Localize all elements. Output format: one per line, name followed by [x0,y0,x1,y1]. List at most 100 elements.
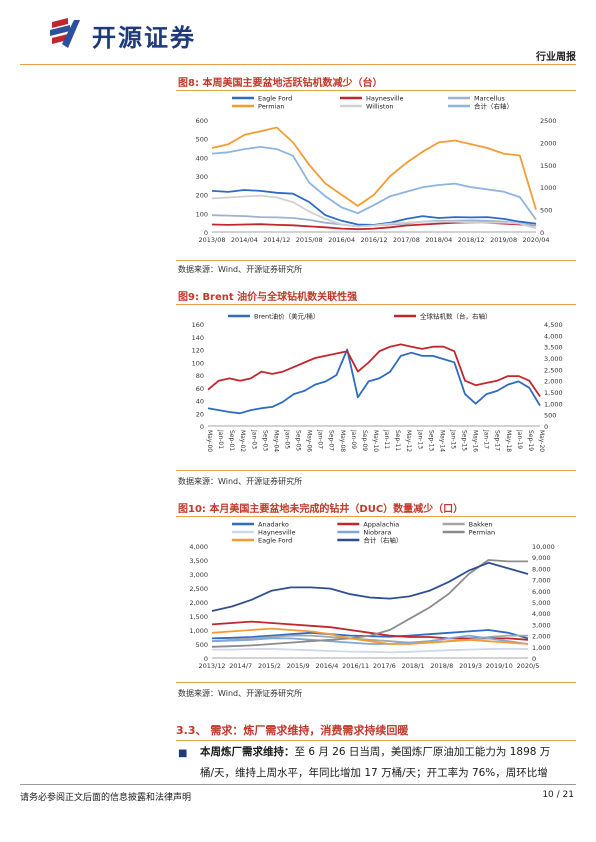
y-right-tick-label: 0 [544,423,548,431]
x-tick-label: 2016/4 [315,662,338,670]
y-left-tick-label: 3,000 [189,571,208,579]
series-line [211,146,537,221]
legend-label: Bakken [469,521,493,529]
y-left-tick-label: 600 [196,117,208,125]
x-tick-label: Sep-13 [427,430,434,451]
x-tick-label: May-18 [505,430,512,452]
x-tick-label: Jan-19 [516,429,523,449]
y-right-tick-label: 2,000 [544,378,563,386]
y-right-tick-label: 3,000 [532,621,551,629]
y-left-tick-label: 140 [192,334,204,342]
y-left-tick-label: 60 [196,385,204,393]
logo-mark-icon [50,18,80,48]
figure-8-title: 图8: 本周美国主要盆地活跃钻机数减少（台） [178,78,383,89]
y-left-tick-label: 4,000 [189,543,208,551]
series-line [211,561,529,612]
x-tick-label: 2014/12 [263,236,290,244]
figure-9-title: 图9: Brent 油价与全球钻机数关联性强 [178,292,358,303]
legend-label: 全球钻机数（台，右轴） [420,312,492,321]
x-tick-label: 2019/08 [490,236,517,244]
y-right-tick-label: 10,000 [532,543,555,551]
legend-label: Williston [366,103,394,111]
x-tick-label: 2016/11 [342,662,369,670]
x-tick-label: 2015/9 [287,662,310,670]
x-tick-label: May-06 [306,430,313,452]
footer-disclaimer: 请务必参阅正文后面的信息披露和法律声明 [20,793,192,803]
y-left-tick-label: 200 [196,192,208,200]
x-tick-label: 2015/08 [296,236,323,244]
x-tick-label: May-10 [372,430,379,452]
y-right-tick-label: 2,000 [532,633,551,641]
figure-8-source: 数据来源：Wind、开源证券研究所 [178,265,303,274]
legend-label: Permian [258,103,285,111]
y-right-tick-label: 4,000 [544,332,563,340]
x-tick-label: 2016/12 [360,236,387,244]
footer-divider [20,784,576,785]
duc-chart: 0 500 1,000 1,500 2,000 2,500 3,000 3,500 4,000 0… [189,521,555,671]
bullet-text-line1: 至 6 月 26 日当周，美国炼厂原油加工能力为 1898 万 [294,746,551,758]
y-left-tick-label: 120 [192,347,204,355]
y-right-tick-label: 6,000 [532,588,551,596]
x-tick-label: May-02 [239,430,246,452]
y-left-tick-label: 160 [192,321,204,329]
y-right-tick-label: 1,000 [532,644,551,652]
x-tick-label: 2014/7 [229,662,252,670]
series-line [211,627,529,645]
y-left-tick-label: 80 [196,372,204,380]
x-tick-label: Sep-05 [295,430,302,451]
x-tick-label: Jan-15 [449,429,456,449]
y-left-tick-label: 2,500 [189,585,208,593]
figure-8-bottom-rule [176,260,576,261]
series-line [207,348,541,415]
y-left-tick-label: 400 [196,154,208,162]
logo-text: 开源证券 [92,24,196,52]
y-left-tick-label: 20 [196,410,204,418]
x-tick-label: 2015/2 [258,662,281,670]
legend-label: Eagle Ford [258,95,292,103]
legend-label: Haynesville [366,95,404,103]
figure-8-top-rule [176,90,576,91]
legend-label: Appalachia [363,521,399,529]
y-right-tick-label: 1500 [540,162,557,170]
figure-10-bottom-rule [176,682,576,683]
x-tick-label: Jan-01 [217,429,224,449]
y-left-tick-label: 1,500 [189,613,208,621]
series-line [211,194,537,230]
x-tick-label: Jan-11 [383,429,390,449]
y-left-tick-label: 500 [196,641,208,649]
y-right-tick-label: 1,000 [544,400,563,408]
x-tick-label: Sep-03 [261,430,268,451]
figure-10-source: 数据来源：Wind、开源证券研究所 [178,689,303,698]
figure-10-top-rule [176,516,576,517]
x-tick-label: May-20 [538,430,545,452]
x-tick-label: May-12 [405,430,412,452]
y-left-tick-label: 0 [204,229,208,237]
section-heading-rule [176,740,576,741]
x-tick-label: Jan-03 [250,429,257,449]
x-tick-label: Sep-15 [461,430,468,451]
x-tick-label: 2018/12 [458,236,485,244]
y-right-tick-label: 1,500 [544,389,563,397]
x-tick-label: May-00 [206,430,213,452]
x-tick-label: 2019/10 [486,662,513,670]
x-tick-label: Sep-17 [494,430,501,451]
legend-label: 合计（右轴） [363,536,402,545]
y-right-tick-label: 2500 [540,117,557,125]
x-tick-label: 2019/3 [459,662,482,670]
x-tick-label: Jan-09 [350,429,357,449]
brent-rig-chart: 0 20 40 60 80 100 120 140 160 0 500 1,000 1,500 2,000… [192,312,563,453]
x-tick-label: Jan-05 [283,429,290,449]
figure-9-source: 数据来源：Wind、开源证券研究所 [178,477,303,486]
y-right-tick-label: 5,000 [532,599,551,607]
x-tick-label: 2016/04 [328,236,355,244]
company-logo [48,14,228,54]
x-tick-label: 2013/08 [198,236,225,244]
x-tick-label: Sep-07 [328,430,335,451]
x-tick-label: Jan-17 [483,429,490,449]
figure-9-bottom-rule [176,470,576,471]
section-heading: 3.3、 需求：炼厂需求维持，消费需求持续回暖 [176,724,409,737]
y-left-tick-label: 1,000 [189,627,208,635]
y-right-tick-label: 7,000 [532,577,551,585]
y-right-tick-label: 3,500 [544,344,563,352]
legend-label: Niobrara [363,529,391,537]
